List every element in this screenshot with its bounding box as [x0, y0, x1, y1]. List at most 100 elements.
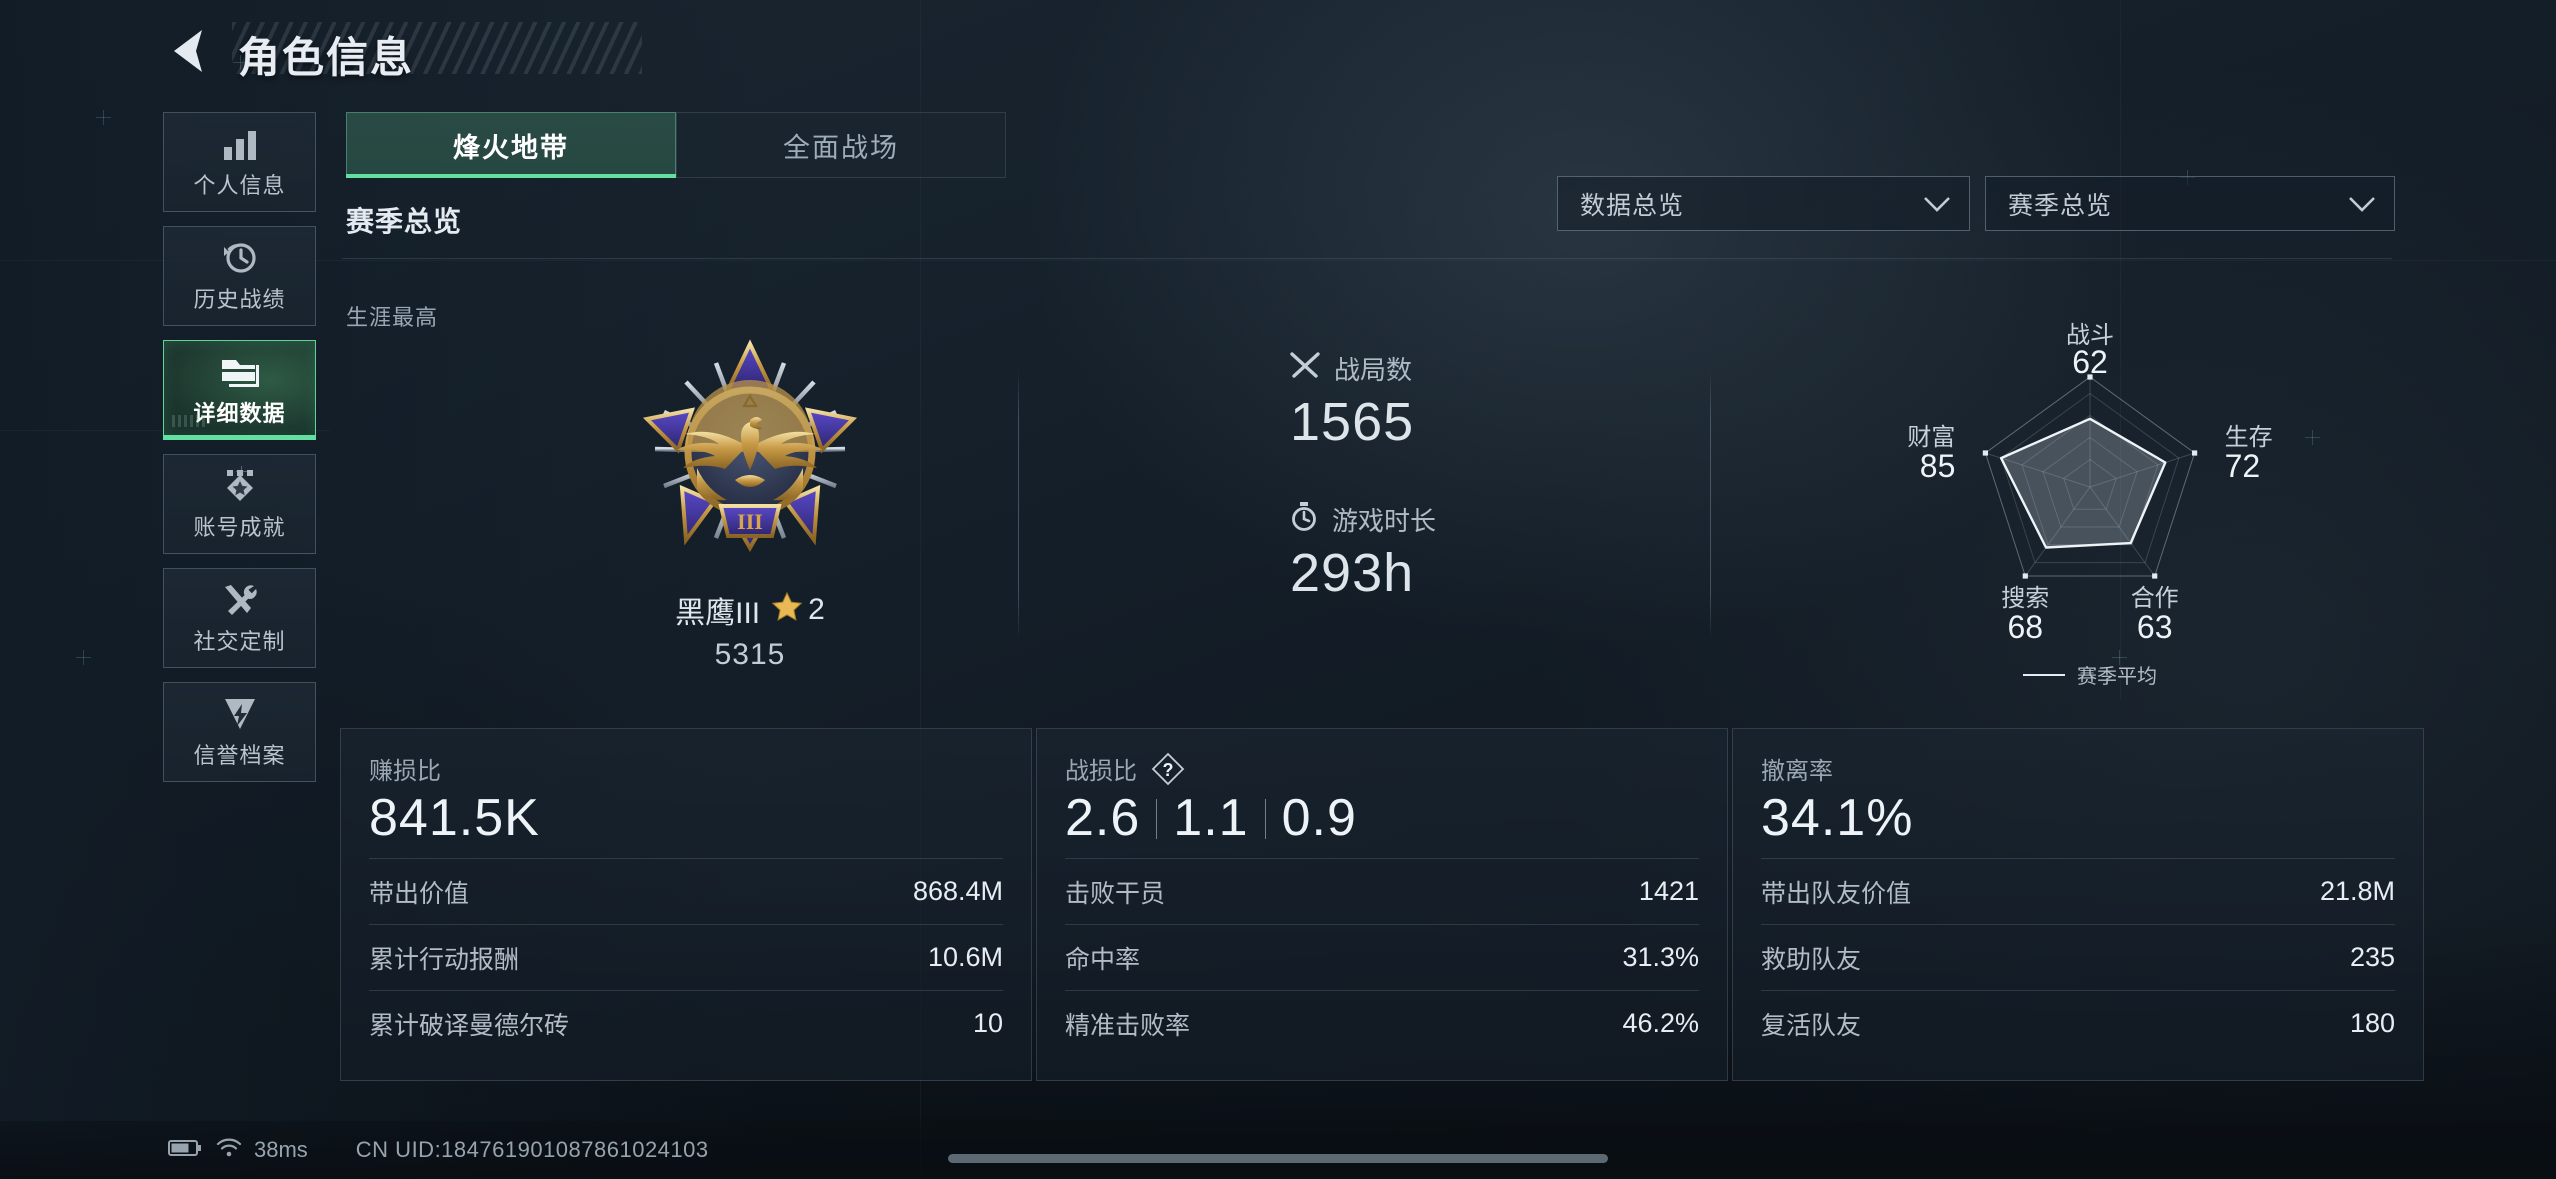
row-key: 击败干员 — [1065, 879, 1166, 908]
stat-value: 293h — [1290, 543, 1415, 603]
sidebar-item-achievements[interactable]: 账号成就 — [163, 454, 316, 554]
svg-text:63: 63 — [2137, 609, 2173, 645]
section-divider — [342, 258, 2392, 259]
sidebar-item-label: 信誉档案 — [193, 743, 286, 768]
battery-icon — [168, 1138, 202, 1163]
tools-icon — [220, 580, 260, 618]
question-mark-icon[interactable]: ? — [1151, 752, 1185, 786]
sidebar-item-label: 社交定制 — [193, 629, 286, 654]
row-value: 180 — [2349, 1008, 2395, 1038]
row-value: 31.3% — [1622, 942, 1699, 972]
mid-stats: 战局数 1565 游戏时长 293h — [1290, 350, 1436, 652]
row-value: 235 — [2349, 942, 2395, 972]
table-row: 带出价值 868.4M — [369, 858, 1003, 924]
sidebar-item-reputation[interactable]: 信誉档案 — [163, 682, 316, 782]
rank-badge-icon: III — [625, 330, 875, 580]
svg-text:搜索: 搜索 — [2001, 585, 2049, 612]
card-value: 841.5K — [369, 789, 540, 847]
rank-score: 5315 — [714, 638, 786, 671]
card-value-part-1: 2.6 — [1065, 789, 1141, 847]
svg-text:生存: 生存 — [2225, 424, 2273, 451]
tab-label: 烽火地带 — [453, 132, 569, 163]
row-value: 10 — [972, 1008, 1003, 1038]
value-separator — [1264, 799, 1266, 839]
legend-label: 赛季平均 — [2077, 666, 2157, 688]
table-row: 带出队友价值 21.8M — [1761, 858, 2395, 924]
stat-label: 战局数 — [1334, 355, 1413, 385]
ping-value: 38ms — [254, 1137, 308, 1162]
medal-star-icon — [219, 466, 261, 504]
page-title: 角色信息 — [238, 34, 415, 81]
row-key: 累计破译曼德尔砖 — [369, 1011, 570, 1040]
data-overview-dropdown[interactable]: 数据总览 — [1557, 176, 1970, 231]
career-best-label: 生涯最高 — [346, 305, 439, 330]
bar-chart-icon — [221, 124, 259, 162]
svg-text:III: III — [737, 509, 763, 534]
tab-full-battlefield[interactable]: 全面战场 — [676, 112, 1006, 178]
divider-right — [1710, 370, 1711, 640]
table-row: 累计破译曼德尔砖 10 — [369, 990, 1003, 1056]
wifi-icon — [216, 1138, 242, 1163]
svg-text:合作: 合作 — [2131, 585, 2179, 612]
sidebar-item-detailed-data[interactable]: 详细数据 — [163, 340, 316, 440]
uid-text: CN UID:184761901087861024103 — [355, 1137, 709, 1162]
stat-playtime: 游戏时长 293h — [1290, 501, 1436, 604]
clock-history-icon — [221, 238, 259, 276]
row-key: 累计行动报酬 — [369, 945, 520, 974]
shield-bolt-icon — [221, 694, 259, 732]
card-value-part-2: 1.1 — [1173, 789, 1249, 847]
card-label: 赚损比 — [369, 758, 441, 785]
page-header: 角色信息 — [0, 0, 2556, 106]
status-bar: 38ms CN UID:184761901087861024103 — [0, 1121, 2556, 1179]
rank-name: 黑鹰III — [675, 597, 761, 630]
micro-texture — [172, 415, 208, 427]
dropdown-value: 数据总览 — [1580, 191, 1685, 220]
row-value: 46.2% — [1622, 1008, 1699, 1038]
stopwatch-icon — [1290, 501, 1318, 538]
table-row: 复活队友 180 — [1761, 990, 2395, 1056]
table-row: 救助队友 235 — [1761, 924, 2395, 990]
season-overview-dropdown[interactable]: 赛季总览 — [1985, 176, 2395, 231]
card-label: 撤离率 — [1761, 758, 1833, 785]
rank-name-row: 黑鹰III 2 — [560, 588, 940, 632]
row-value: 868.4M — [912, 876, 1003, 906]
legend-line-swatch — [2023, 673, 2065, 676]
card-value: 34.1% — [1761, 789, 1914, 847]
sidebar-item-match-history[interactable]: 历史战绩 — [163, 226, 316, 326]
tab-label: 全面战场 — [783, 132, 899, 163]
sidebar-item-label: 个人信息 — [193, 173, 286, 198]
table-row: 累计行动报酬 10.6M — [369, 924, 1003, 990]
stat-value: 1565 — [1290, 392, 1415, 452]
sidebar-item-label: 详细数据 — [193, 401, 286, 426]
svg-text:战斗: 战斗 — [2066, 322, 2114, 349]
divider-left — [1018, 370, 1019, 640]
stat-card-kd-ratio: 战损比 ? 2.6 1.1 0.9 击败干员 1421 命中率 31.3% 精 — [1036, 728, 1728, 1081]
table-row: 精准击败率 46.2% — [1065, 990, 1699, 1056]
stat-card-extraction-rate: 撤离率 34.1% 带出队友价值 21.8M 救助队友 235 复活队友 180 — [1732, 728, 2424, 1081]
row-key: 精准击败率 — [1065, 1011, 1191, 1040]
sidebar: 个人信息 历史战绩 详细数据 — [163, 112, 316, 796]
stat-card-profit-ratio: 赚损比 841.5K 带出价值 868.4M 累计行动报酬 10.6M 累计破译… — [340, 728, 1032, 1081]
chevron-down-icon — [1923, 196, 1951, 212]
dropdown-value: 赛季总览 — [2008, 191, 2113, 220]
svg-text:?: ? — [1163, 760, 1174, 780]
chevron-down-icon — [2348, 196, 2376, 212]
crossed-swords-icon — [1290, 352, 1320, 385]
row-value: 21.8M — [2319, 876, 2395, 906]
card-label: 战损比 — [1065, 758, 1137, 785]
radar-legend: 赛季平均 — [1875, 660, 2305, 689]
card-value-part-3: 0.9 — [1281, 789, 1357, 847]
svg-text:85: 85 — [1920, 448, 1956, 484]
row-key: 命中率 — [1065, 945, 1141, 974]
row-value: 10.6M — [927, 942, 1003, 972]
back-arrow-icon[interactable] — [166, 26, 208, 76]
table-row: 击败干员 1421 — [1065, 858, 1699, 924]
row-key: 带出价值 — [369, 879, 470, 908]
tab-beacon-zone[interactable]: 烽火地带 — [346, 112, 676, 178]
mode-tabs: 烽火地带 全面战场 — [346, 112, 1006, 178]
sidebar-item-label: 账号成就 — [193, 515, 286, 540]
sidebar-item-personal-info[interactable]: 个人信息 — [163, 112, 316, 212]
home-indicator[interactable] — [948, 1154, 1608, 1163]
sidebar-item-social-customization[interactable]: 社交定制 — [163, 568, 316, 668]
row-value: 1421 — [1638, 876, 1699, 906]
